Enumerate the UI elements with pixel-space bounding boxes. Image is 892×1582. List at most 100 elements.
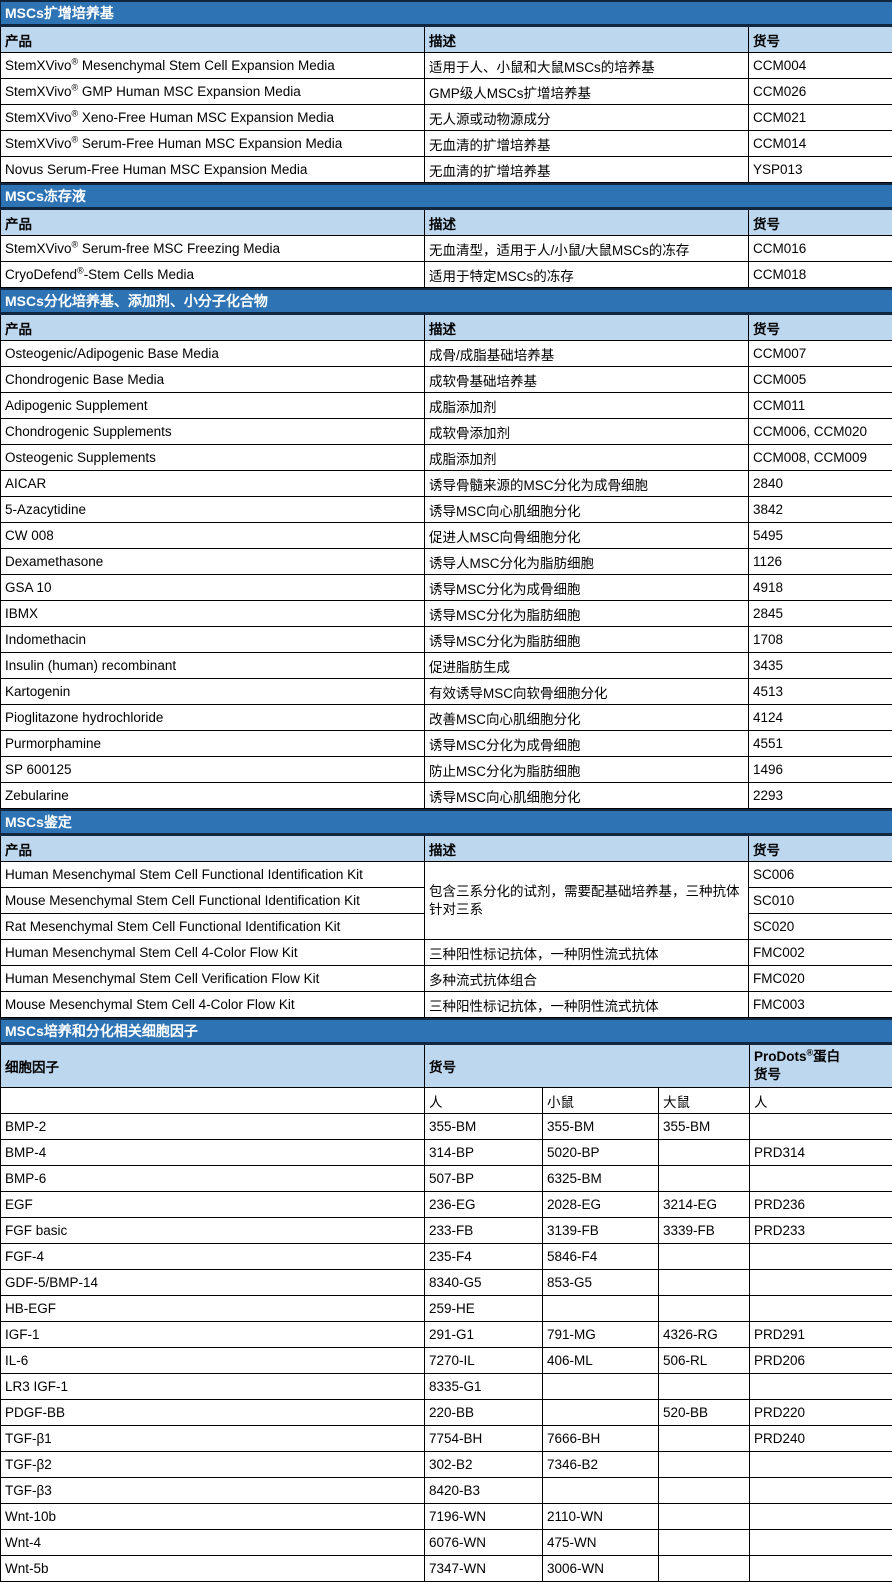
- column-header-product: 产品: [1, 26, 425, 53]
- prodots-catalog-cell: [750, 1478, 892, 1504]
- catalog-human-cell: 236-EG: [425, 1192, 543, 1218]
- table-row: Wnt-10b 7196-WN 2110-WN: [1, 1504, 892, 1530]
- column-header-row: 产品 描述 货号: [1, 314, 892, 341]
- section-title: MSCs冻存液: [1, 184, 892, 209]
- catalog-mouse-cell: [543, 1374, 659, 1400]
- cytokine-name-cell: EGF: [1, 1192, 425, 1218]
- catalog-mouse-cell: 5846-F4: [543, 1244, 659, 1270]
- table-row: Pioglitazone hydrochloride 改善MSC向心肌细胞分化 …: [1, 705, 892, 731]
- cytokine-name-cell: Wnt-4: [1, 1530, 425, 1556]
- prodots-catalog-cell: PRD240: [750, 1426, 892, 1452]
- cytokine-name-cell: LR3 IGF-1: [1, 1374, 425, 1400]
- table-row: GDF-5/BMP-14 8340-G5 853-G5: [1, 1270, 892, 1296]
- prodots-catalog-cell: [750, 1296, 892, 1322]
- description-cell: 成软骨添加剂: [425, 419, 749, 445]
- catalog-cell: CCM005: [749, 367, 892, 393]
- cytokine-name-cell: BMP-6: [1, 1166, 425, 1192]
- column-header-prodots-catalog: ProDots®蛋白 货号: [750, 1044, 892, 1088]
- description-cell: 诱导MSC分化为成骨细胞: [425, 575, 749, 601]
- prodots-catalog-cell: [750, 1166, 892, 1192]
- product-cell: CW 008: [1, 523, 425, 549]
- catalog-human-cell: 6076-WN: [425, 1530, 543, 1556]
- prodots-catalog-cell: [750, 1556, 892, 1582]
- catalog-cell: CCM004: [749, 53, 892, 79]
- catalog-cell: CCM016: [749, 236, 892, 262]
- table-row: Human Mesenchymal Stem Cell Functional I…: [1, 862, 892, 888]
- table-row: FGF-4 235-F4 5846-F4: [1, 1244, 892, 1270]
- description-cell: 诱导骨髓来源的MSC分化为成骨细胞: [425, 471, 749, 497]
- column-header-product: 产品: [1, 835, 425, 862]
- cytokine-name-cell: Wnt-5b: [1, 1556, 425, 1582]
- catalog-cell: SC006: [749, 862, 892, 888]
- prodots-catalog-cell: [750, 1504, 892, 1530]
- description-cell: 诱导人MSC分化为脂肪细胞: [425, 549, 749, 575]
- cytokine-name-cell: FGF-4: [1, 1244, 425, 1270]
- subheader-rat: 大鼠: [659, 1088, 750, 1114]
- catalog-human-cell: 7347-WN: [425, 1556, 543, 1582]
- catalog-cell: 4551: [749, 731, 892, 757]
- catalog-mouse-cell: 7346-B2: [543, 1452, 659, 1478]
- table-row: Dexamethasone 诱导人MSC分化为脂肪细胞 1126: [1, 549, 892, 575]
- product-cell: GSA 10: [1, 575, 425, 601]
- table-row: Wnt-4 6076-WN 475-WN: [1, 1530, 892, 1556]
- product-cell: Purmorphamine: [1, 731, 425, 757]
- description-cell: 成脂添加剂: [425, 393, 749, 419]
- catalog-mouse-cell: 3006-WN: [543, 1556, 659, 1582]
- product-cell: StemXVivo® Serum-free MSC Freezing Media: [1, 236, 425, 262]
- description-cell: 无人源或动物源成分: [425, 105, 749, 131]
- prodots-catalog-cell: PRD233: [750, 1218, 892, 1244]
- product-cell: Human Mesenchymal Stem Cell Functional I…: [1, 862, 425, 888]
- catalog-rat-cell: [659, 1556, 750, 1582]
- catalog-mouse-cell: 853-G5: [543, 1270, 659, 1296]
- column-header-description: 描述: [425, 209, 749, 236]
- catalog-cell: 4918: [749, 575, 892, 601]
- catalog-mouse-cell: 5020-BP: [543, 1140, 659, 1166]
- table-row: StemXVivo® Serum-Free Human MSC Expansio…: [1, 131, 892, 157]
- catalog-cell: YSP013: [749, 157, 892, 183]
- table-row: Kartogenin 有效诱导MSC向软骨细胞分化 4513: [1, 679, 892, 705]
- product-cell: Mouse Mesenchymal Stem Cell Functional I…: [1, 888, 425, 914]
- catalog-rat-cell: [659, 1452, 750, 1478]
- column-header-product: 产品: [1, 209, 425, 236]
- catalog-human-cell: 291-G1: [425, 1322, 543, 1348]
- section-table-expansion-media: MSCs扩增培养基 产品 描述 货号 StemXVivo® Mesenchyma…: [0, 0, 892, 183]
- table-row: Indomethacin 诱导MSC分化为脂肪细胞 1708: [1, 627, 892, 653]
- section-table-freezing-media: MSCs冻存液 产品 描述 货号 StemXVivo® Serum-free M…: [0, 183, 892, 288]
- catalog-cell: CCM026: [749, 79, 892, 105]
- table-row: StemXVivo® Serum-free MSC Freezing Media…: [1, 236, 892, 262]
- subheader-prodots-human: 人: [750, 1088, 892, 1114]
- catalog-cell: 3435: [749, 653, 892, 679]
- table-row: Osteogenic/Adipogenic Base Media 成骨/成脂基础…: [1, 341, 892, 367]
- catalog-mouse-cell: [543, 1400, 659, 1426]
- description-cell: 成骨/成脂基础培养基: [425, 341, 749, 367]
- section-table-identification: MSCs鉴定 产品 描述 货号 Human Mesenchymal Stem C…: [0, 809, 892, 1018]
- table-row: CW 008 促进人MSC向骨细胞分化 5495: [1, 523, 892, 549]
- table-row: Osteogenic Supplements 成脂添加剂 CCM008, CCM…: [1, 445, 892, 471]
- product-cell: SP 600125: [1, 757, 425, 783]
- description-cell: 改善MSC向心肌细胞分化: [425, 705, 749, 731]
- product-cell: StemXVivo® Xeno-Free Human MSC Expansion…: [1, 105, 425, 131]
- table-row: Mouse Mesenchymal Stem Cell 4-Color Flow…: [1, 992, 892, 1018]
- cytokine-name-cell: TGF-β3: [1, 1478, 425, 1504]
- description-cell: 诱导MSC向心肌细胞分化: [425, 497, 749, 523]
- catalog-cell: 1708: [749, 627, 892, 653]
- table-row: FGF basic 233-FB 3139-FB 3339-FB PRD233: [1, 1218, 892, 1244]
- catalog-rat-cell: [659, 1478, 750, 1504]
- table-row: EGF 236-EG 2028-EG 3214-EG PRD236: [1, 1192, 892, 1218]
- cytokine-name-cell: TGF-β2: [1, 1452, 425, 1478]
- catalog-rat-cell: [659, 1296, 750, 1322]
- prodots-catalog-cell: [750, 1374, 892, 1400]
- section-title: MSCs鉴定: [1, 810, 892, 835]
- catalog-cell: 4513: [749, 679, 892, 705]
- description-cell: 诱导MSC向心肌细胞分化: [425, 783, 749, 809]
- description-cell: 无血清的扩增培养基: [425, 157, 749, 183]
- catalog-rat-cell: [659, 1374, 750, 1400]
- catalog-rat-cell: [659, 1270, 750, 1296]
- product-cell: Insulin (human) recombinant: [1, 653, 425, 679]
- column-header-catalog: 货号: [425, 1044, 750, 1088]
- column-header-catalog: 货号: [749, 26, 892, 53]
- species-subheader-row: 人 小鼠 大鼠 人: [1, 1088, 892, 1114]
- description-cell: 成软骨基础培养基: [425, 367, 749, 393]
- table-row: StemXVivo® GMP Human MSC Expansion Media…: [1, 79, 892, 105]
- catalog-cell: FMC020: [749, 966, 892, 992]
